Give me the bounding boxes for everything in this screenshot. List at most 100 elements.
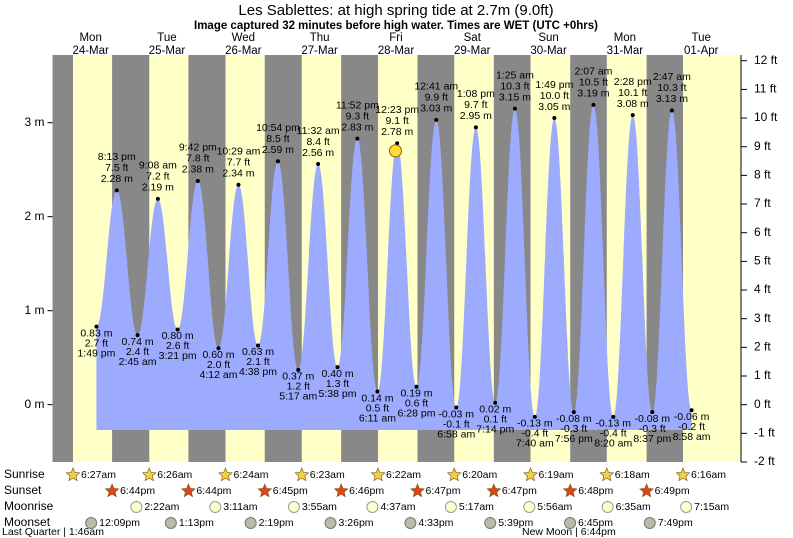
- day-date: 30-Mar: [530, 45, 567, 57]
- day-name: Sat: [464, 32, 482, 44]
- tide-label: 10.1 ft: [618, 87, 647, 99]
- high-tide-dot: [155, 196, 160, 201]
- low-tide-dot: [493, 400, 498, 405]
- day-date: 28-Mar: [378, 45, 415, 57]
- y2-tick-label: -1 ft: [754, 426, 775, 440]
- tide-label: 2.83 m: [341, 121, 373, 133]
- moonrise-time: 4:37am: [380, 501, 415, 513]
- sunset-time: 6:44pm: [196, 485, 231, 497]
- tide-label: 8:13 pm: [98, 151, 136, 163]
- sunset-icon: [104, 483, 120, 498]
- moonrise-icon: [366, 501, 379, 513]
- tide-label: 2.95 m: [460, 110, 492, 122]
- tide-label: 2.19 m: [142, 182, 174, 194]
- tide-label: 9.7 ft: [464, 99, 487, 111]
- tide-label: 0.74 m: [122, 336, 154, 348]
- tide-label: 2.4 ft: [126, 346, 149, 358]
- sunset-icon: [333, 483, 349, 498]
- sunset-icon: [486, 483, 502, 498]
- day-name: Mon: [79, 32, 101, 44]
- tide-label: 4:12 am: [200, 369, 238, 381]
- day-date: 24-Mar: [72, 45, 109, 57]
- moonrise-icon: [601, 501, 614, 513]
- moonset-icon: [244, 517, 257, 529]
- tide-label: 2.7 ft: [85, 337, 108, 349]
- tide-label: 2.59 m: [262, 144, 294, 156]
- sunrise-time: 6:18am: [615, 469, 650, 481]
- high-tide-dot: [552, 115, 557, 120]
- moonrise-time: 6:35am: [616, 501, 651, 513]
- tide-label: 2.78 m: [381, 126, 413, 138]
- y2-tick-label: 6 ft: [754, 225, 771, 239]
- tide-label: 6:58 am: [437, 428, 475, 440]
- y2-tick-label: 12 ft: [754, 53, 778, 67]
- moonrise-icon: [444, 501, 457, 513]
- moon-phase: New Moon | 6:44pm: [522, 526, 616, 538]
- sunset-time: 6:47pm: [426, 485, 461, 497]
- tide-label: 12:23 pm: [375, 104, 419, 116]
- tide-label: 2.34 m: [222, 167, 254, 179]
- high-tide-dot: [275, 159, 280, 164]
- high-tide-dot: [355, 136, 360, 141]
- tide-label: -0.2 ft: [678, 421, 705, 433]
- tide-label: 0.83 m: [80, 327, 112, 339]
- tide-label: 1:08 pm: [457, 88, 495, 100]
- high-tide-dot: [316, 162, 321, 167]
- day-name: Tue: [692, 32, 711, 44]
- tide-label: 2:45 am: [119, 356, 157, 368]
- day-name: Mon: [614, 32, 636, 44]
- tide-label: 1.2 ft: [287, 381, 310, 393]
- tide-label: 0.37 m: [282, 371, 314, 383]
- low-tide-dot: [414, 384, 419, 389]
- tide-label: 0.5 ft: [366, 402, 389, 414]
- moonset-icon: [404, 517, 417, 529]
- sunset-time: 6:47pm: [502, 485, 537, 497]
- sunrise-icon: [675, 467, 691, 482]
- current-level: [388, 144, 402, 158]
- low-tide-dot: [94, 324, 99, 329]
- moonset-icon: [324, 517, 337, 529]
- tide-label: 11:52 pm: [336, 99, 379, 111]
- tide-label: 2.1 ft: [246, 356, 269, 368]
- row-label: Sunset: [4, 483, 42, 497]
- moonset-icon: [564, 517, 577, 529]
- high-tide-dot: [630, 113, 635, 118]
- y2-tick-label: 2 ft: [754, 340, 771, 354]
- row-label: Moonset: [4, 515, 51, 529]
- tide-label: 3.15 m: [499, 91, 531, 103]
- moonrise-time: 3:55am: [302, 501, 337, 513]
- tide-label: 3.03 m: [420, 103, 452, 115]
- high-tide-dot: [195, 178, 200, 183]
- row-label: Sunrise: [4, 467, 45, 481]
- sunrise-time: 6:23am: [310, 469, 345, 481]
- y2-tick-label: 9 ft: [754, 139, 771, 153]
- tide-label: 8.5 ft: [266, 133, 289, 145]
- high-tide-dot: [395, 141, 400, 146]
- sunset-icon: [562, 483, 578, 498]
- low-tide-dot: [689, 408, 694, 413]
- low-tide-dot: [650, 410, 655, 415]
- low-tide-dot: [216, 346, 221, 351]
- y-tick-label: 3 m: [24, 115, 44, 129]
- tide-label: -0.08 m: [556, 413, 592, 425]
- tide-label: 11:32 am: [297, 125, 340, 137]
- tide-label: 1:49 pm: [77, 347, 115, 359]
- y2-tick-label: 7 ft: [754, 196, 771, 210]
- tide-label: 7.2 ft: [146, 171, 169, 183]
- sunset-icon: [639, 483, 654, 498]
- tide-label: 7:14 pm: [476, 424, 514, 436]
- tide-label: 9:08 am: [139, 160, 177, 172]
- sunrise-time: 6:19am: [539, 469, 574, 481]
- tide-label: 6:11 am: [359, 412, 396, 424]
- tide-label: -0.1 ft: [443, 418, 470, 430]
- sunset-icon: [257, 483, 273, 498]
- tide-label: -0.3 ft: [560, 423, 587, 435]
- moonset-time: 3:26pm: [339, 517, 374, 529]
- low-tide-dot: [454, 405, 459, 410]
- y2-tick-label: 10 ft: [754, 110, 778, 124]
- moonset-time: 4:33pm: [418, 517, 453, 529]
- tide-label: 8:58 am: [673, 431, 711, 443]
- row-label: Moonrise: [4, 499, 54, 513]
- tide-label: 10:54 pm: [256, 122, 300, 134]
